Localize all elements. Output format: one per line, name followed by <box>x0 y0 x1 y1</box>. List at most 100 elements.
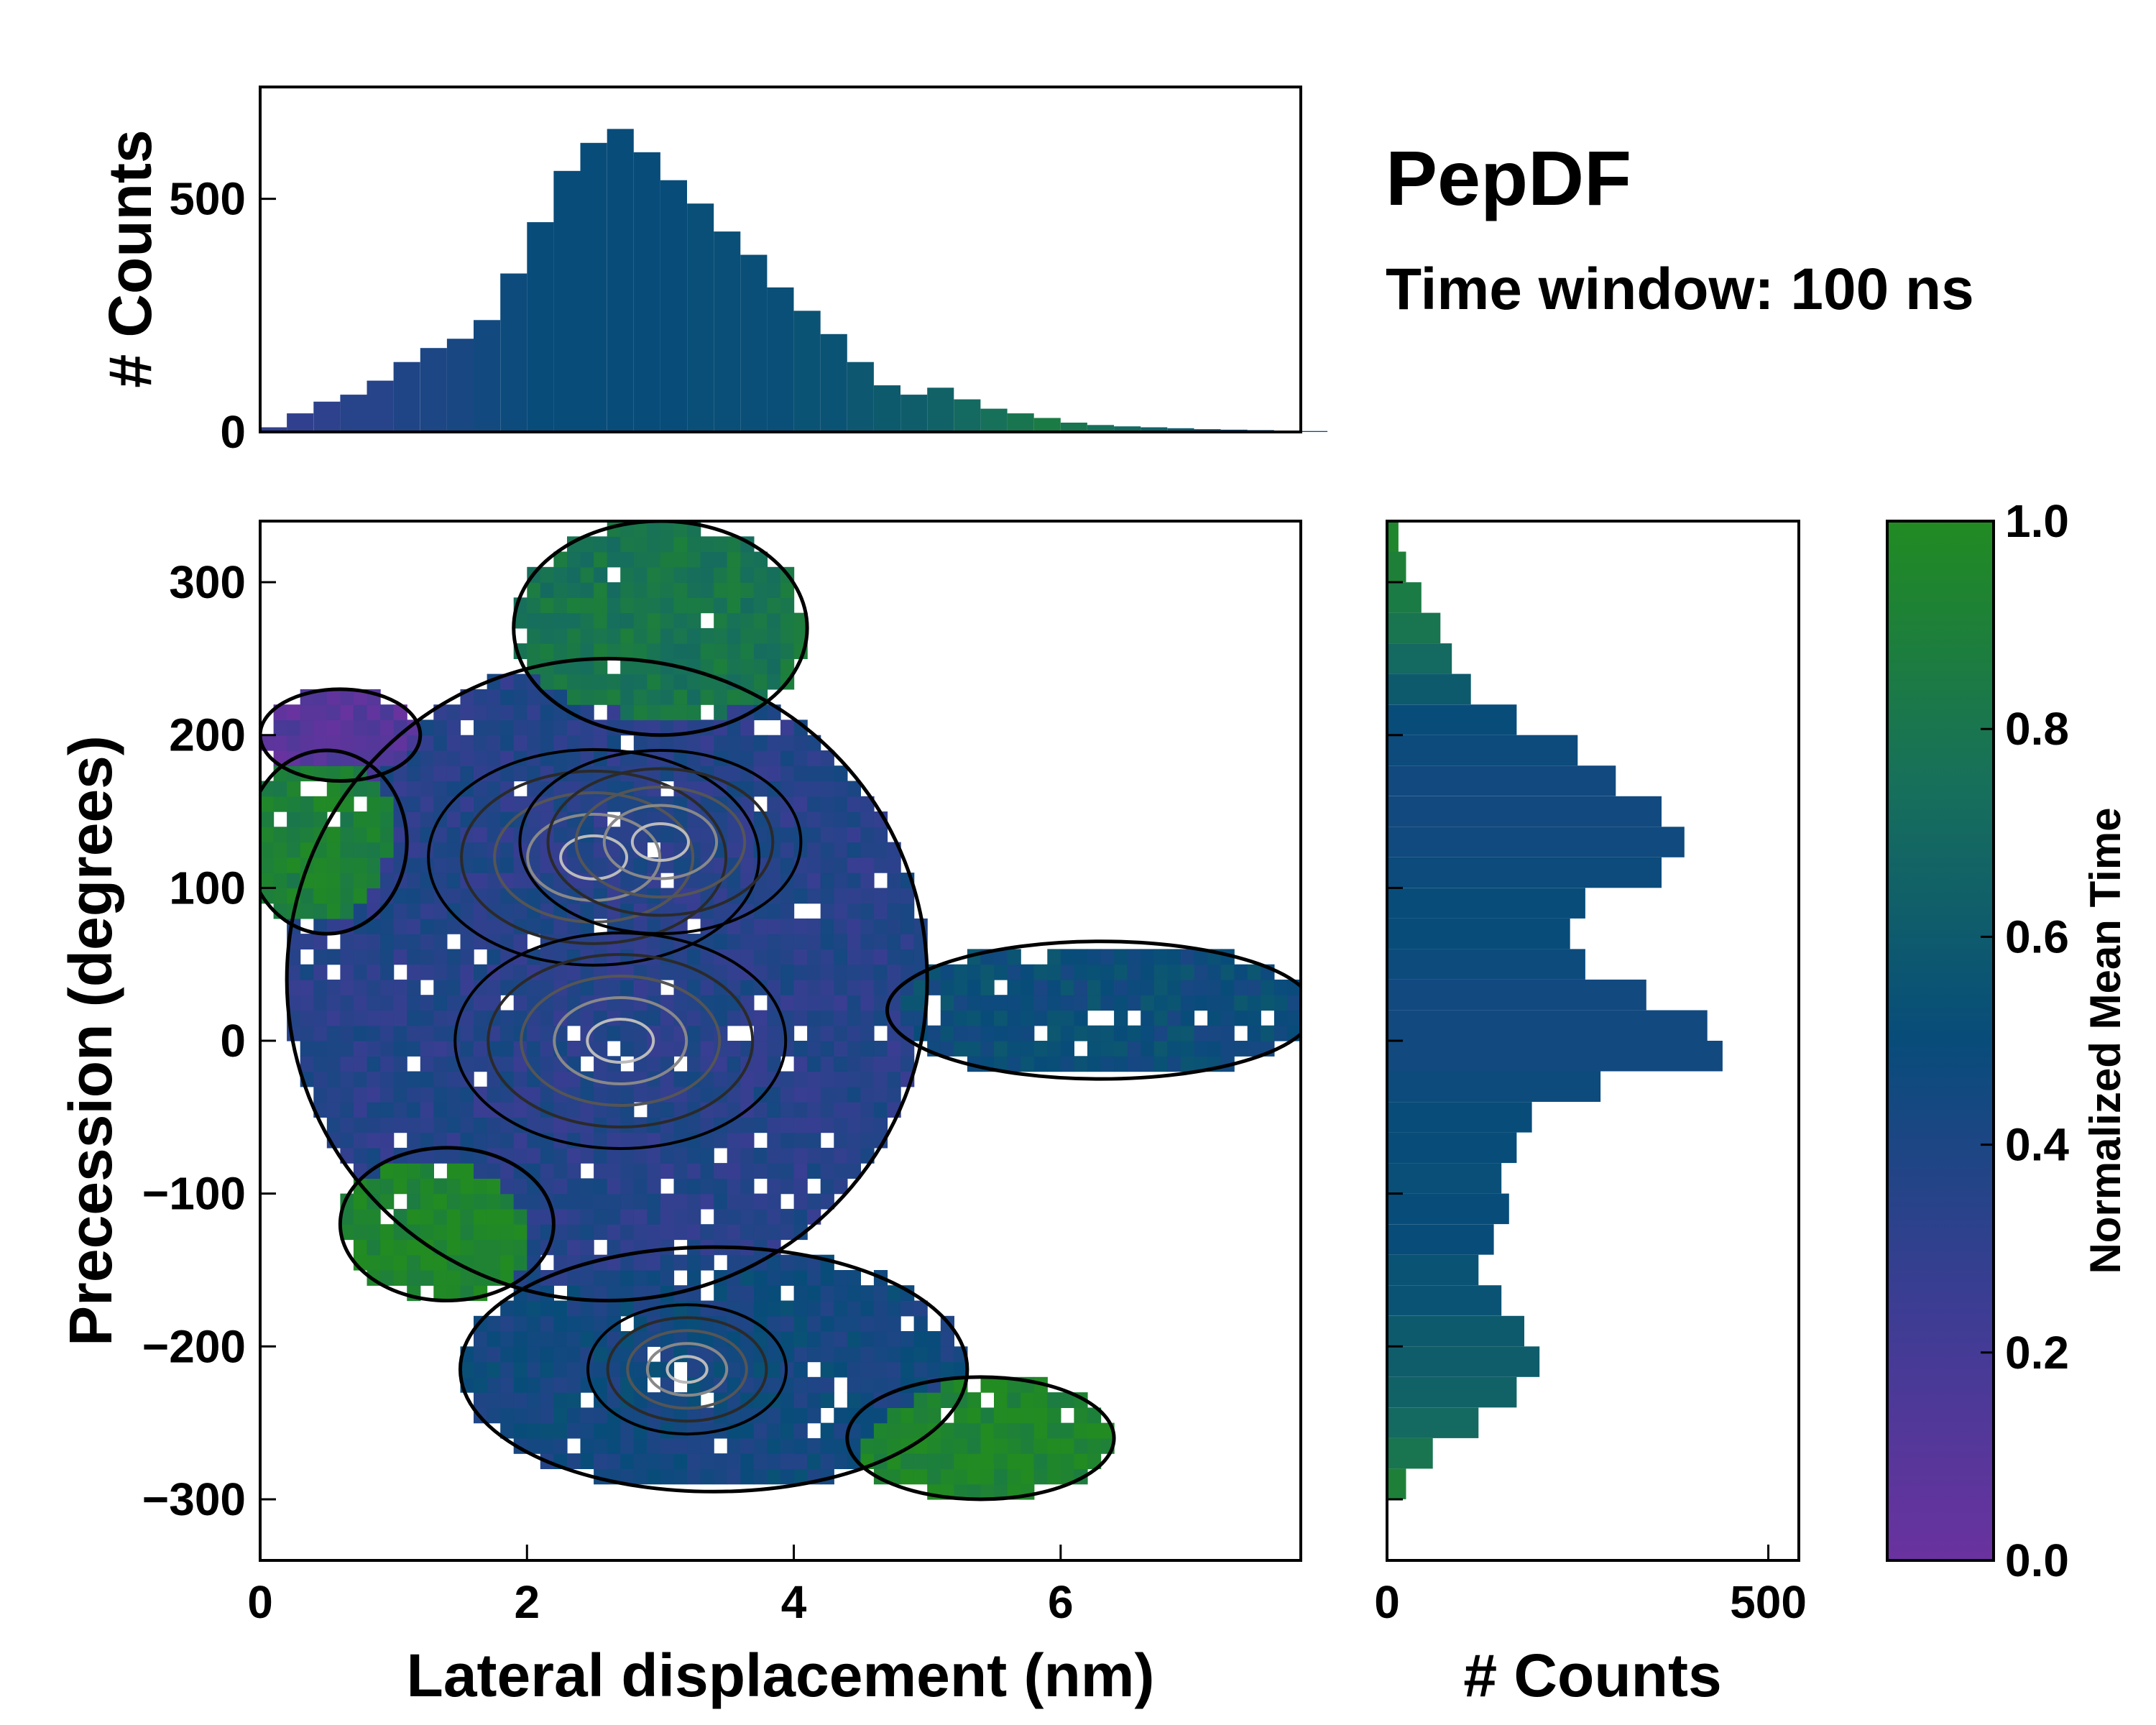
heatmap-cell <box>527 1300 541 1317</box>
heatmap-cell <box>567 1193 581 1210</box>
heatmap-cell <box>980 1025 995 1041</box>
heatmap-cell <box>1087 1422 1102 1439</box>
heatmap-cell <box>767 1102 781 1118</box>
heatmap-cell <box>353 903 368 919</box>
heatmap-cell <box>607 704 621 721</box>
heatmap-cell <box>660 673 675 690</box>
heatmap-cell <box>433 796 448 812</box>
heatmap-cell <box>780 964 795 980</box>
heatmap-cell <box>673 1193 688 1210</box>
heatmap-cell <box>700 857 714 873</box>
heatmap-cell <box>580 627 594 644</box>
heatmap-cell <box>527 643 541 659</box>
right-histogram-bar <box>1387 796 1662 827</box>
heatmap-cell <box>820 1025 834 1041</box>
heatmap-cell <box>620 1331 635 1347</box>
heatmap-cell <box>1273 995 1289 1011</box>
heatmap-cell <box>433 949 448 965</box>
heatmap-cell <box>887 1056 901 1072</box>
heatmap-cell <box>540 1300 554 1317</box>
heatmap-cell <box>1100 964 1115 980</box>
heatmap-cell <box>1194 979 1208 995</box>
heatmap-cell <box>433 857 448 873</box>
heatmap-cell <box>687 1453 701 1469</box>
heatmap-cell <box>340 1086 354 1103</box>
heatmap-cell <box>540 704 554 721</box>
heatmap-cell <box>780 582 795 598</box>
heatmap-cell <box>807 1132 821 1149</box>
heatmap-cell <box>873 1331 888 1347</box>
heatmap-cell <box>714 582 728 598</box>
heatmap-cell <box>913 1422 928 1439</box>
heatmap-cell <box>834 888 848 904</box>
heatmap-cell <box>553 1300 568 1317</box>
heatmap-cell <box>407 765 421 782</box>
heatmap-cell <box>820 1346 834 1363</box>
right-histogram-bar <box>1387 918 1570 949</box>
heatmap-cell <box>513 719 528 736</box>
heatmap-cell <box>313 704 328 721</box>
heatmap-cell <box>460 1178 474 1195</box>
heatmap-cell <box>740 949 755 965</box>
heatmap-cell <box>567 1178 581 1195</box>
heatmap-cell <box>513 1132 528 1149</box>
heatmap-cell <box>1234 979 1248 995</box>
heatmap-cell <box>553 1392 568 1408</box>
heatmap-cell <box>700 1468 714 1485</box>
heatmap-cell <box>353 811 368 827</box>
heatmap-cell <box>1074 995 1088 1011</box>
right-histogram-bar <box>1387 1438 1433 1469</box>
heatmap-cell <box>326 903 341 919</box>
heatmap-cell <box>753 1331 768 1347</box>
heatmap-cell <box>807 1346 821 1363</box>
heatmap-cell <box>847 1117 861 1133</box>
heatmap-cell <box>847 964 861 980</box>
heatmap-cell <box>380 1041 395 1057</box>
heatmap-cell <box>487 888 501 904</box>
heatmap-cell <box>446 1224 461 1241</box>
heatmap-cell <box>633 1224 648 1241</box>
heatmap-cell <box>780 1331 795 1347</box>
heatmap-cell <box>433 1010 448 1026</box>
heatmap-cell <box>780 612 795 629</box>
heatmap-cell <box>446 1163 461 1179</box>
heatmap-cell <box>1021 1438 1035 1454</box>
heatmap-cell <box>994 1468 1008 1485</box>
heatmap-cell <box>487 1132 501 1149</box>
heatmap-cell <box>647 827 661 843</box>
heatmap-cell <box>900 1331 915 1347</box>
heatmap-cell <box>580 582 594 598</box>
heatmap-cell <box>834 1300 848 1317</box>
heatmap-cell <box>793 873 808 888</box>
heatmap-cell <box>313 888 328 904</box>
heatmap-cell <box>900 888 915 904</box>
heatmap-cell <box>407 949 421 965</box>
heatmap-cell <box>700 949 714 965</box>
heatmap-cell <box>527 918 541 934</box>
heatmap-cell <box>700 842 714 858</box>
heatmap-cell <box>607 842 621 858</box>
heatmap-cell <box>1087 1056 1102 1072</box>
heatmap-cell <box>553 1361 568 1378</box>
heatmap-cell <box>553 643 568 659</box>
heatmap-cell <box>287 796 301 812</box>
heatmap-cell <box>820 1086 834 1103</box>
heatmap-cell <box>687 949 701 965</box>
heatmap-cell <box>1047 1422 1061 1439</box>
top-histogram-bar <box>607 129 634 432</box>
heatmap-cell <box>553 1422 568 1439</box>
heatmap-cell <box>1021 979 1035 995</box>
top-histogram-bar <box>553 170 581 433</box>
heatmap-cell <box>620 1010 635 1026</box>
heatmap-cell <box>980 1453 995 1469</box>
heatmap-cell <box>420 1025 434 1041</box>
heatmap-cell <box>407 811 421 827</box>
heatmap-cell <box>620 1438 635 1454</box>
heatmap-cell <box>1007 1392 1021 1408</box>
heatmap-cell <box>633 1346 648 1363</box>
heatmap-cell <box>500 1315 515 1332</box>
heatmap-cell <box>633 551 648 568</box>
heatmap-cell <box>767 1193 781 1210</box>
heatmap-cell <box>407 888 421 904</box>
